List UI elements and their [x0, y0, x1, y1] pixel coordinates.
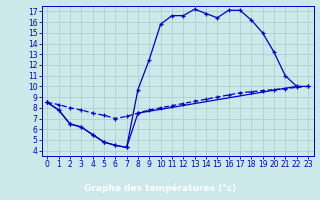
Text: Graphe des températures (°c): Graphe des températures (°c) [84, 184, 236, 193]
